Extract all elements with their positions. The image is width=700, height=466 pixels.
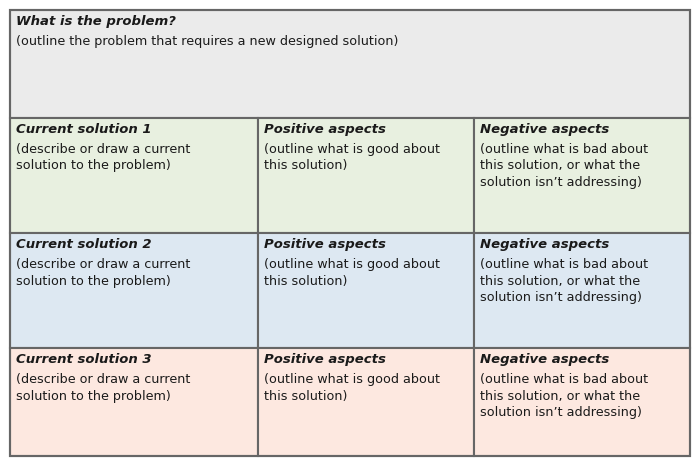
- Text: (outline what is bad about
this solution, or what the
solution isn’t addressing): (outline what is bad about this solution…: [480, 373, 648, 419]
- Text: Current solution 3: Current solution 3: [16, 353, 152, 366]
- Bar: [10, 118, 258, 233]
- Text: Negative aspects: Negative aspects: [480, 238, 609, 251]
- Text: (outline what is good about
this solution): (outline what is good about this solutio…: [263, 258, 440, 288]
- Bar: [10, 348, 258, 456]
- Text: Negative aspects: Negative aspects: [480, 123, 609, 136]
- Text: (outline what is bad about
this solution, or what the
solution isn’t addressing): (outline what is bad about this solution…: [480, 258, 648, 304]
- Text: (outline the problem that requires a new designed solution): (outline the problem that requires a new…: [16, 35, 398, 48]
- Text: Negative aspects: Negative aspects: [480, 353, 609, 366]
- Bar: [258, 348, 474, 456]
- Text: (outline what is good about
this solution): (outline what is good about this solutio…: [263, 143, 440, 172]
- Text: (outline what is bad about
this solution, or what the
solution isn’t addressing): (outline what is bad about this solution…: [480, 143, 648, 189]
- Text: (describe or draw a current
solution to the problem): (describe or draw a current solution to …: [16, 373, 190, 403]
- Text: Positive aspects: Positive aspects: [263, 123, 386, 136]
- Bar: [474, 348, 690, 456]
- Text: Current solution 2: Current solution 2: [16, 238, 152, 251]
- Bar: [258, 233, 474, 348]
- Bar: [474, 233, 690, 348]
- Text: (outline what is good about
this solution): (outline what is good about this solutio…: [263, 373, 440, 403]
- Bar: [474, 118, 690, 233]
- Text: (describe or draw a current
solution to the problem): (describe or draw a current solution to …: [16, 258, 190, 288]
- Text: Positive aspects: Positive aspects: [263, 353, 386, 366]
- Bar: [10, 233, 258, 348]
- Bar: [258, 118, 474, 233]
- Text: (describe or draw a current
solution to the problem): (describe or draw a current solution to …: [16, 143, 190, 172]
- Text: Current solution 1: Current solution 1: [16, 123, 152, 136]
- Text: Positive aspects: Positive aspects: [263, 238, 386, 251]
- Bar: [10, 10, 690, 118]
- Text: What is the problem?: What is the problem?: [16, 15, 176, 28]
